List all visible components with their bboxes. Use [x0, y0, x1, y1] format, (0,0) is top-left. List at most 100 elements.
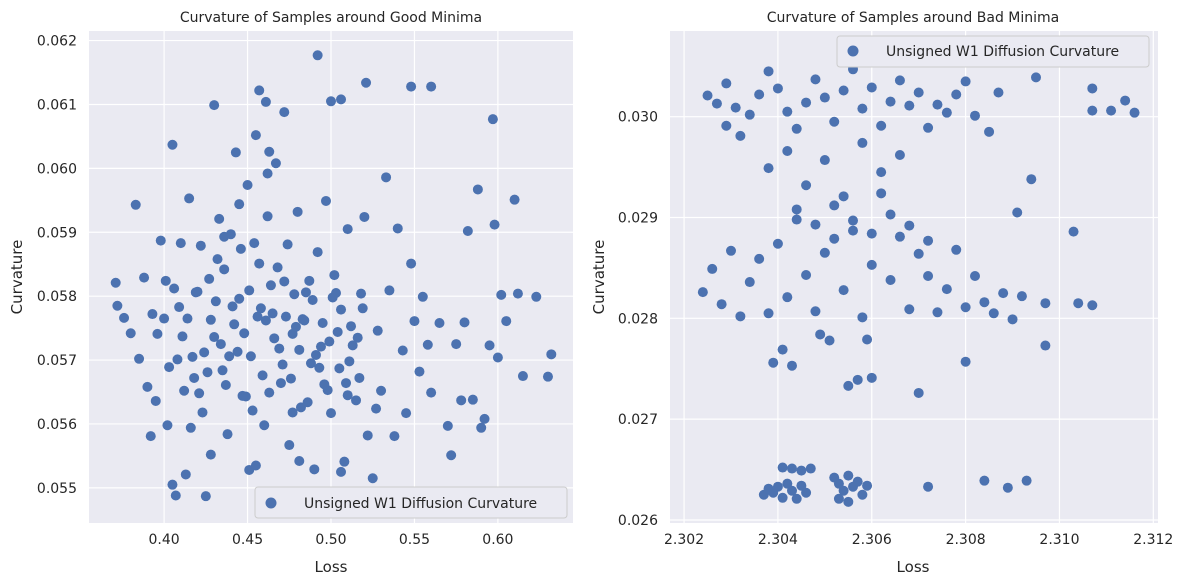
- scatter-point: [904, 304, 915, 315]
- scatter-point: [275, 378, 286, 389]
- scatter-point: [155, 235, 166, 246]
- scatter-point: [224, 351, 235, 362]
- scatter-point: [484, 340, 495, 351]
- scatter-point: [389, 431, 400, 442]
- scatter-point: [264, 387, 275, 398]
- scatter-point: [110, 277, 121, 288]
- y-tick-label: 0.058: [37, 289, 77, 305]
- scatter-point: [857, 137, 868, 148]
- scatter-point: [164, 362, 175, 373]
- x-tick-label: 0.50: [315, 532, 346, 548]
- scatter-point: [312, 247, 323, 258]
- scatter-point: [209, 100, 220, 111]
- scatter-point: [300, 287, 311, 298]
- scatter-point: [357, 303, 368, 314]
- x-tick-label: 2.312: [1133, 532, 1173, 548]
- scatter-point: [492, 352, 503, 363]
- scatter-point: [829, 116, 840, 127]
- scatter-point: [763, 163, 774, 174]
- scatter-point: [501, 316, 512, 327]
- scatter-point: [509, 194, 520, 205]
- scatter-point: [772, 83, 783, 94]
- scatter-point: [342, 224, 353, 235]
- scatter-point: [787, 360, 797, 371]
- scatter-point: [904, 220, 915, 231]
- scatter-point: [1087, 83, 1098, 94]
- scatter-point: [209, 332, 220, 343]
- scatter-point: [351, 395, 362, 406]
- scatter-point: [361, 77, 372, 88]
- scatter-point: [145, 431, 156, 442]
- scatter-point: [376, 385, 387, 396]
- scatter-point: [362, 430, 373, 441]
- scatter-point: [252, 311, 263, 322]
- scatter-point: [730, 102, 741, 113]
- scatter-point: [744, 109, 755, 120]
- scatter-point: [179, 385, 190, 396]
- scatter-point: [1002, 482, 1013, 493]
- scatter-point: [1068, 226, 1079, 237]
- scatter-point: [819, 155, 830, 166]
- y-tick-label: 0.060: [37, 161, 77, 177]
- scatter-point: [184, 193, 195, 204]
- scatter-point: [220, 379, 231, 390]
- scatter-point: [777, 344, 788, 355]
- scatter-point: [1021, 475, 1032, 486]
- scatter-point: [244, 464, 255, 475]
- scatter-point: [167, 139, 178, 150]
- scatter-point: [721, 78, 732, 89]
- scatter-point: [531, 291, 542, 302]
- scatter-point: [270, 158, 281, 169]
- chart-bad-minima: 2.302 2.304 2.306 2.308 2.310 2.312 0.026 0.02…: [590, 10, 1173, 576]
- scatter-point: [239, 328, 250, 339]
- scatter-point: [222, 429, 233, 440]
- scatter-point: [329, 270, 340, 281]
- scatter-point: [791, 214, 802, 225]
- scatter-point: [979, 297, 990, 308]
- scatter-point: [280, 311, 291, 322]
- scatter-point: [312, 50, 323, 61]
- y-tick-label: 0.057: [37, 353, 77, 369]
- scatter-point: [852, 476, 863, 487]
- y-tick-label: 0.056: [37, 417, 77, 433]
- scatter-point: [299, 315, 310, 326]
- scatter-point: [932, 99, 943, 110]
- y-tick-label: 0.029: [618, 211, 658, 227]
- scatter-point: [260, 96, 271, 107]
- scatter-point: [289, 289, 300, 300]
- scatter-point: [960, 302, 971, 313]
- legend: Unsigned W1 Diffusion Curvature: [254, 486, 568, 519]
- scatter-point: [205, 314, 216, 325]
- scatter-point: [810, 74, 821, 85]
- scatter-point: [472, 184, 483, 195]
- scatter-point: [130, 199, 141, 210]
- scatter-point: [763, 66, 774, 77]
- scatter-point: [309, 464, 320, 475]
- scatter-point: [282, 239, 293, 250]
- scatter-point: [726, 245, 736, 256]
- scatter-point: [984, 126, 995, 137]
- scatter-point: [180, 469, 191, 480]
- y-tick-label: 0.030: [618, 110, 658, 126]
- scatter-point: [843, 470, 854, 481]
- scatter-point: [772, 238, 783, 249]
- scatter-point: [894, 75, 905, 86]
- scatter-point: [923, 122, 934, 133]
- scatter-point: [951, 89, 962, 100]
- scatter-point: [885, 209, 896, 220]
- chart-title: Curvature of Samples around Bad Minima: [767, 10, 1059, 26]
- legend: Unsigned W1 Diffusion Curvature: [836, 35, 1150, 68]
- scatter-point: [805, 463, 816, 474]
- scatter-point: [139, 272, 150, 283]
- scatter-point: [894, 231, 905, 242]
- scatter-point: [245, 351, 256, 362]
- scatter-point: [247, 405, 258, 416]
- scatter-point: [487, 114, 498, 125]
- x-axis-label: Loss: [315, 558, 348, 576]
- scatter-point: [217, 365, 228, 376]
- scatter-point: [259, 420, 270, 431]
- scatter-point: [426, 81, 437, 92]
- scatter-point: [322, 385, 333, 396]
- scatter-point: [169, 283, 180, 294]
- scatter-point: [998, 288, 1009, 299]
